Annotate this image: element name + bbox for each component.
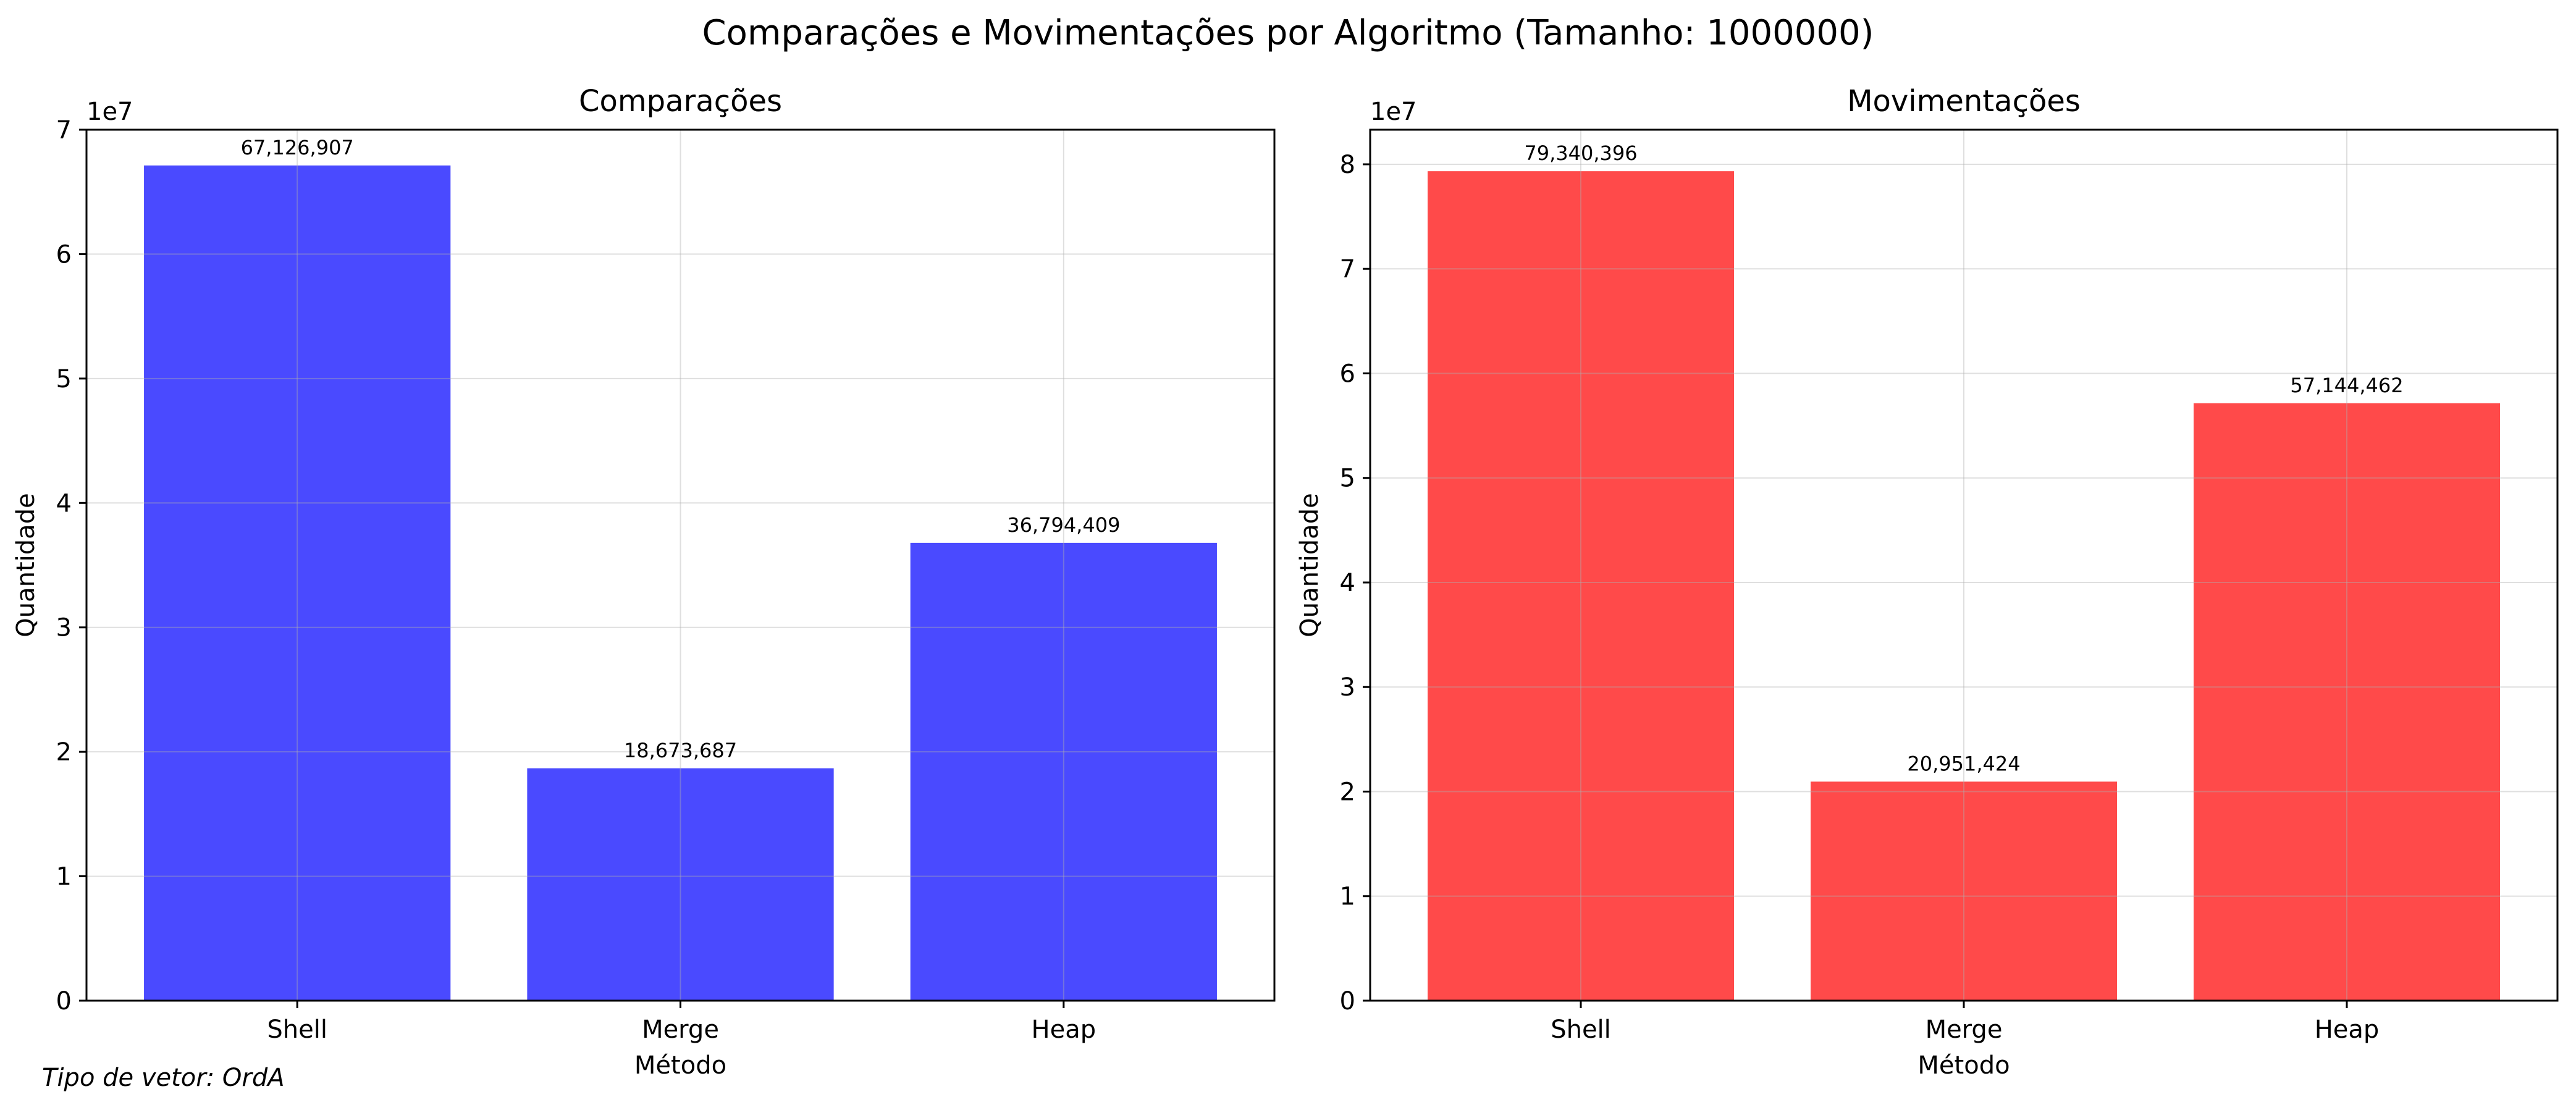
movimentacoes-data-label-shell: 79,340,396 bbox=[1524, 141, 1637, 165]
chart-comparacoes: 0 1 2 3 4 5 6 7 Shell Merge Heap 67,126,907 18,673,6… bbox=[12, 84, 1276, 1080]
comparacoes-bar-merge bbox=[527, 768, 834, 1001]
comparacoes-xlabel: Método bbox=[634, 1051, 726, 1080]
comparacoes-ytick-label-7: 7 bbox=[56, 116, 72, 145]
comparacoes-ytick-label-6: 6 bbox=[56, 240, 72, 269]
comparacoes-xtick-label-heap: Heap bbox=[1032, 1015, 1096, 1044]
movimentacoes-ylabel: Quantidade bbox=[1295, 493, 1324, 637]
movimentacoes-xtick-label-heap: Heap bbox=[2315, 1015, 2380, 1044]
movimentacoes-ytick-label-7: 7 bbox=[1340, 255, 1355, 284]
comparacoes-xtick-label-shell: Shell bbox=[267, 1015, 327, 1044]
comparacoes-data-label-merge: 18,673,687 bbox=[624, 739, 737, 762]
comparacoes-ytick-label-2: 2 bbox=[56, 738, 72, 767]
movimentacoes-data-label-heap: 57,144,462 bbox=[2290, 374, 2403, 397]
comparacoes-xtick-label-merge: Merge bbox=[642, 1015, 719, 1044]
comparacoes-ytick-label-5: 5 bbox=[56, 365, 72, 393]
movimentacoes-ytick-label-6: 6 bbox=[1340, 359, 1355, 388]
comparacoes-ytick-label-1: 1 bbox=[56, 863, 72, 891]
movimentacoes-bar-heap bbox=[2194, 403, 2500, 1001]
movimentacoes-ytick-label-4: 4 bbox=[1340, 569, 1355, 597]
movimentacoes-ytick-label-0: 0 bbox=[1340, 987, 1355, 1015]
movimentacoes-bar-shell bbox=[1428, 171, 1734, 1001]
movimentacoes-bar-merge bbox=[1811, 781, 2117, 1001]
movimentacoes-data-label-merge: 20,951,424 bbox=[1907, 752, 2020, 775]
figure-title: Comparações e Movimentações por Algoritm… bbox=[702, 13, 1874, 53]
comparacoes-data-label-heap: 36,794,409 bbox=[1007, 513, 1120, 537]
comparacoes-ytick-label-4: 4 bbox=[56, 489, 72, 518]
movimentacoes-title: Movimentações bbox=[1847, 84, 2081, 119]
movimentacoes-ytick-label-5: 5 bbox=[1340, 465, 1355, 493]
comparacoes-bar-heap bbox=[910, 542, 1217, 1001]
movimentacoes-xtick-label-shell: Shell bbox=[1551, 1015, 1611, 1044]
comparacoes-ytick-label-3: 3 bbox=[56, 614, 72, 642]
comparacoes-bar-shell bbox=[144, 165, 451, 1001]
movimentacoes-ytick-label-1: 1 bbox=[1340, 883, 1355, 911]
movimentacoes-offset-label: 1e7 bbox=[1370, 98, 1417, 126]
comparacoes-ylabel: Quantidade bbox=[12, 493, 40, 637]
comparacoes-title: Comparações bbox=[579, 84, 782, 119]
comparacoes-offset-label: 1e7 bbox=[86, 98, 133, 126]
chart-movimentacoes: 0 1 2 3 4 5 6 7 8 Shell Merge Heap 79,340,396 20,951,… bbox=[1295, 84, 2559, 1080]
movimentacoes-ytick-label-3: 3 bbox=[1340, 673, 1355, 702]
movimentacoes-ytick-label-8: 8 bbox=[1340, 151, 1355, 179]
movimentacoes-xlabel: Método bbox=[1917, 1051, 2010, 1080]
comparacoes-ytick-label-0: 0 bbox=[56, 987, 72, 1015]
footnote: Tipo de vetor: OrdA bbox=[42, 1064, 285, 1092]
comparacoes-data-label-shell: 67,126,907 bbox=[241, 136, 354, 159]
movimentacoes-xtick-label-merge: Merge bbox=[1926, 1015, 2003, 1044]
movimentacoes-ytick-label-2: 2 bbox=[1340, 778, 1355, 806]
